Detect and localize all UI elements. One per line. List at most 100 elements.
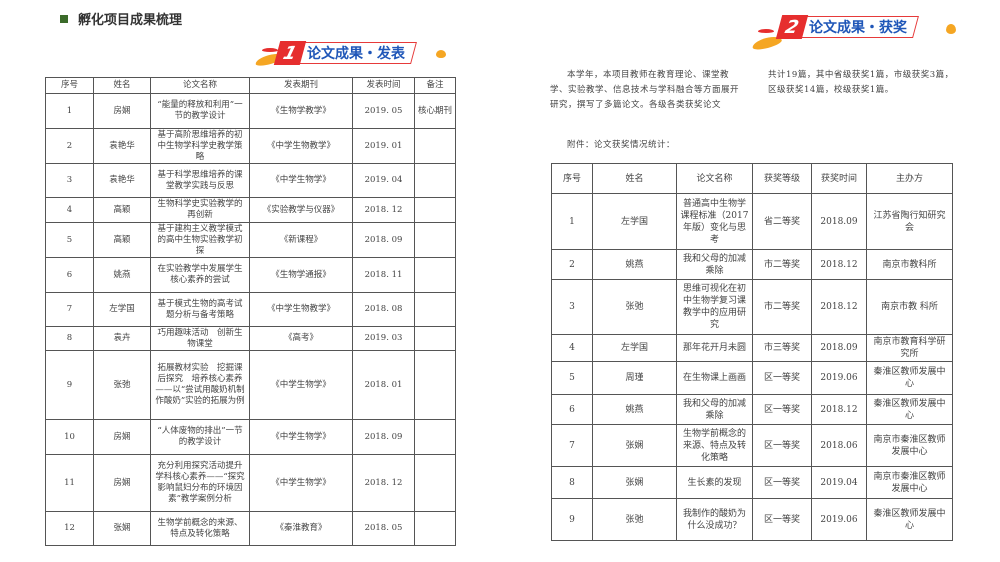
- table-cell: 5: [551, 361, 593, 395]
- table-cell: 2018.09: [811, 334, 867, 362]
- table-cell: 《中学生物学》: [249, 163, 353, 198]
- table-cell: 生长素的发现: [676, 466, 753, 499]
- table-cell: 袁卉: [93, 326, 151, 351]
- splash-decoration: [262, 48, 278, 52]
- table-cell: 市三等奖: [752, 334, 812, 362]
- banner-title: 论文成果・发表: [307, 46, 405, 62]
- table-cell: 在实验教学中发展学生核心素养的尝试: [150, 257, 250, 293]
- table-cell: 2018.09: [811, 193, 867, 250]
- intro-paragraph-left: 本学年，本项目教师在教育理论、课堂教学、实验教学、信息技术与学科融合等方面展开研…: [550, 70, 740, 110]
- table-cell: 巧用趣味活动 创新生物课堂: [150, 326, 250, 351]
- table-cell: 张娴: [592, 466, 677, 499]
- table-header-row: 序号 姓名 论文名称 获奖等级 获奖时间 主办方: [551, 163, 953, 194]
- table-cell: [414, 222, 456, 258]
- table-cell: 2: [551, 249, 593, 280]
- table-cell: 1: [45, 93, 94, 129]
- table-cell: 左学国: [592, 193, 677, 250]
- banner-number: 1: [273, 41, 307, 65]
- table-cell: 《中学生物学》: [249, 454, 353, 512]
- table-cell: 生物学前概念的来源、特点及转化策略: [676, 424, 753, 467]
- table-cell: 生物学前概念的来源、特点及转化策略: [150, 511, 250, 546]
- table-cell: 2019.06: [811, 361, 867, 395]
- table-cell: 2: [45, 128, 94, 164]
- table-row: 3 张弛 思维可视化在初中生物学复习课教学中的应用研究 市二等奖 2018.12 南京市教…: [551, 279, 953, 335]
- banner-title: 论文成果・获奖: [809, 20, 907, 36]
- table-cell: 市二等奖: [752, 249, 812, 280]
- table-cell: 区一等奖: [752, 394, 812, 425]
- table-row: 2 袁艳华 基于高阶思维培养的初中生物学科学史教学策略 《中学生物教学》 2019. 0…: [45, 128, 456, 164]
- page-title: 孵化项目成果梳理: [60, 9, 182, 28]
- table-cell: 《中学生物教学》: [249, 128, 353, 164]
- table-cell: 姚燕: [93, 257, 151, 293]
- table-row: 7 左学国 基于模式生物的高考试题分析与备考策略 《中学生物教学》 2018. 08: [45, 292, 456, 327]
- table-cell: 《生物学通报》: [249, 257, 353, 293]
- table-cell: 房娴: [93, 419, 151, 455]
- column-header: 备注: [414, 77, 456, 94]
- table-cell: 充分利用探究活动提升学科核心素养——“探究影响鼠妇分布的环境因素”教学案例分析: [150, 454, 250, 512]
- table-cell: 2018. 12: [352, 197, 415, 223]
- table-cell: 4: [45, 197, 94, 223]
- table-row: 11 房娴 充分利用探究活动提升学科核心素养——“探究影响鼠妇分布的环境因素”教学案…: [45, 454, 456, 512]
- table-cell: 2018. 05: [352, 511, 415, 546]
- table-cell: 2018.06: [811, 424, 867, 467]
- table-cell: 我制作的酸奶为什么没成功？: [676, 498, 753, 541]
- column-header: 发表时间: [352, 77, 415, 94]
- table-cell: 3: [45, 163, 94, 198]
- table-cell: 2018.12: [811, 279, 867, 335]
- table-cell: 张弛: [592, 498, 677, 541]
- table-cell: 2018. 09: [352, 419, 415, 455]
- table-cell: [414, 454, 456, 512]
- table-cell: 南京市教育科学研究所: [866, 334, 953, 362]
- table-row: 6 姚燕 在实验教学中发展学生核心素养的尝试 《生物学通报》 2018. 11: [45, 257, 456, 293]
- table-cell: 2019.06: [811, 498, 867, 541]
- table-cell: 普通高中生物学课程标准（2017 年版）变化与思考: [676, 193, 753, 250]
- table-cell: 高颖: [93, 222, 151, 258]
- table-cell: 8: [551, 466, 593, 499]
- table-cell: 姚燕: [592, 249, 677, 280]
- table-cell: 《秦淮教育》: [249, 511, 353, 546]
- table-cell: 基于高阶思维培养的初中生物学科学史教学策略: [150, 128, 250, 164]
- table-header-row: 序号 姓名 论文名称 发表期刊 发表时间 备注: [45, 77, 456, 94]
- intro-paragraph-right: 共计19篇，其中省级获奖1篇，市级获奖3篇，区级获奖14篇，校级获奖1篇。: [768, 70, 954, 95]
- table-cell: 核心期刊: [414, 93, 456, 129]
- table-cell: 2019. 01: [352, 128, 415, 164]
- table-row: 9 张弛 我制作的酸奶为什么没成功？ 区一等奖 2019.06 秦淮区教师发展中心: [551, 498, 953, 541]
- table-row: 1 左学国 普通高中生物学课程标准（2017 年版）变化与思考 省二等奖 2018.09…: [551, 193, 953, 250]
- table-cell: 7: [551, 424, 593, 467]
- table-cell: 2019. 03: [352, 326, 415, 351]
- table-cell: 《高考》: [249, 326, 353, 351]
- table-cell: 基于模式生物的高考试题分析与备考策略: [150, 292, 250, 327]
- attachment-label: 附件：论文获奖情况统计：: [567, 140, 676, 150]
- table-cell: 1: [551, 193, 593, 250]
- table-cell: “人体废物的排出”一节的教学设计: [150, 419, 250, 455]
- table-row: 8 袁卉 巧用趣味活动 创新生物课堂 《高考》 2019. 03: [45, 326, 456, 351]
- table-cell: 2018.12: [811, 249, 867, 280]
- award-table: 序号 姓名 论文名称 获奖等级 获奖时间 主办方 1 左学国 普通高中生物学课程标准（2017…: [551, 163, 953, 541]
- table-cell: 思维可视化在初中生物学复习课教学中的应用研究: [676, 279, 753, 335]
- column-header: 获奖时间: [811, 163, 867, 194]
- table-cell: 7: [45, 292, 94, 327]
- table-cell: 市二等奖: [752, 279, 812, 335]
- table-cell: 我和父母的加减乘除: [676, 249, 753, 280]
- table-cell: [414, 292, 456, 327]
- table-cell: 张弛: [93, 350, 151, 420]
- table-cell: 姚燕: [592, 394, 677, 425]
- square-bullet-icon: [60, 14, 68, 23]
- table-cell: 秦淮区教师发展中心: [866, 498, 953, 541]
- splash-decoration: [758, 29, 774, 33]
- column-header: 序号: [551, 163, 593, 194]
- table-cell: 区一等奖: [752, 466, 812, 499]
- table-cell: 《中学生物学》: [249, 419, 353, 455]
- splash-decoration: [946, 24, 956, 34]
- table-row: 6 姚燕 我和父母的加减乘除 区一等奖 2018.12 秦淮区教师发展中心: [551, 394, 953, 425]
- table-cell: 袁艳华: [93, 128, 151, 164]
- table-cell: 10: [45, 419, 94, 455]
- column-header: 姓名: [93, 77, 151, 94]
- column-header: 获奖等级: [752, 163, 812, 194]
- table-cell: [414, 511, 456, 546]
- table-cell: [414, 128, 456, 164]
- table-cell: 高颖: [93, 197, 151, 223]
- table-cell: 《中学生物教学》: [249, 292, 353, 327]
- table-cell: 2018. 12: [352, 454, 415, 512]
- table-cell: 南京市秦淮区教师发展中心: [866, 424, 953, 467]
